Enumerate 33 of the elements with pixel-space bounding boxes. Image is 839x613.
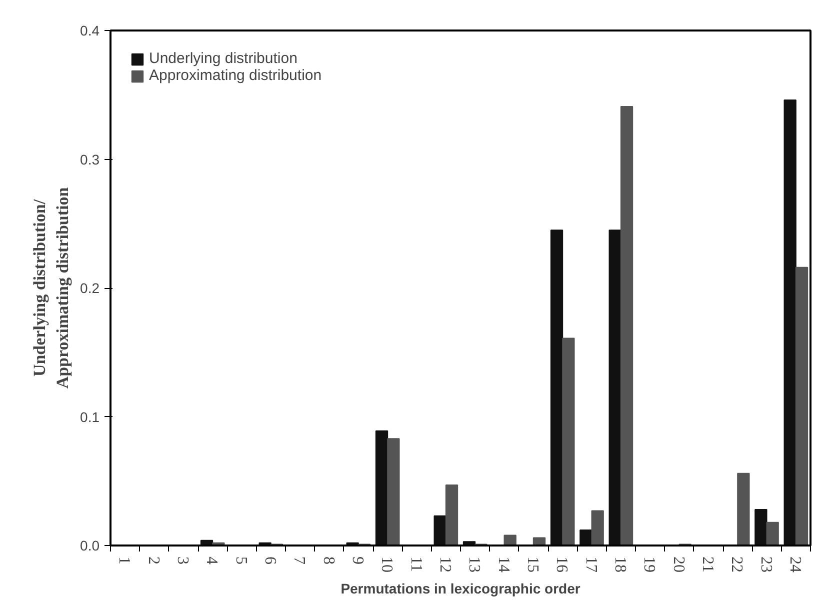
y-tick-label: 0.0 (80, 538, 100, 554)
x-tick-label: 16 (553, 556, 570, 572)
y-axis-title: Underlying distribution/ Approximating distribution (30, 186, 72, 389)
x-tick-label: 11 (407, 556, 424, 572)
x-tick-label: 13 (466, 556, 483, 572)
x-tick-label: 12 (436, 556, 454, 572)
x-tick-label: 2 (144, 556, 162, 564)
y-tick-label: 0.4 (80, 22, 100, 38)
y-tick-label: 0.3 (80, 151, 100, 168)
x-tick-label: 18 (611, 556, 628, 572)
x-tick-label: 14 (494, 556, 512, 572)
x-tick-label: 24 (786, 556, 804, 572)
x-tick-label: 7 (290, 556, 308, 564)
y-tick-label: 0.1 (80, 408, 100, 425)
legend-label: Approximating distribution (149, 67, 322, 84)
x-tick-label: 4 (203, 556, 220, 564)
x-tick-label: 21 (698, 556, 716, 572)
legend-label: Underlying distribution (149, 50, 298, 67)
x-tick-label: 8 (320, 556, 337, 564)
x-tick-label: 20 (670, 556, 687, 572)
x-tick-label: 5 (232, 556, 250, 564)
x-tick-label: 10 (378, 556, 396, 572)
y-tick-label: 0.2 (80, 280, 100, 296)
x-tick-label: 6 (261, 556, 278, 564)
x-axis-title: Permutations in lexicographic order (340, 580, 581, 596)
x-tick-label: 19 (640, 556, 658, 572)
x-tick-label: 22 (728, 556, 746, 572)
x-tick-label: 1 (116, 556, 133, 564)
x-tick-label: 3 (174, 556, 191, 564)
x-tick-label: 17 (582, 556, 600, 572)
x-tick-label: 23 (757, 556, 774, 572)
x-tick-label: 15 (524, 556, 541, 572)
x-tick-label: 9 (348, 556, 366, 564)
